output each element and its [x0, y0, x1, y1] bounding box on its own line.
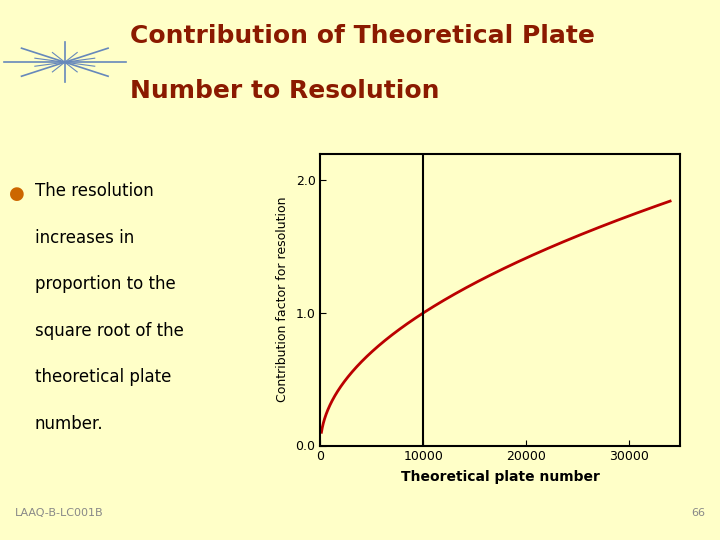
Y-axis label: Contribution factor for resolution: Contribution factor for resolution — [276, 197, 289, 402]
Text: increases in: increases in — [35, 228, 134, 247]
Text: theoretical plate: theoretical plate — [35, 368, 171, 387]
Text: LAAQ-B-LC001B: LAAQ-B-LC001B — [14, 508, 103, 518]
Text: proportion to the: proportion to the — [35, 275, 175, 293]
Text: Contribution of Theoretical Plate: Contribution of Theoretical Plate — [130, 24, 595, 48]
Text: ●: ● — [9, 185, 25, 204]
Text: Number to Resolution: Number to Resolution — [130, 79, 439, 103]
Text: number.: number. — [35, 415, 103, 433]
Text: 66: 66 — [692, 508, 706, 518]
Text: The resolution: The resolution — [35, 182, 153, 200]
Text: square root of the: square root of the — [35, 322, 184, 340]
X-axis label: Theoretical plate number: Theoretical plate number — [401, 470, 600, 484]
